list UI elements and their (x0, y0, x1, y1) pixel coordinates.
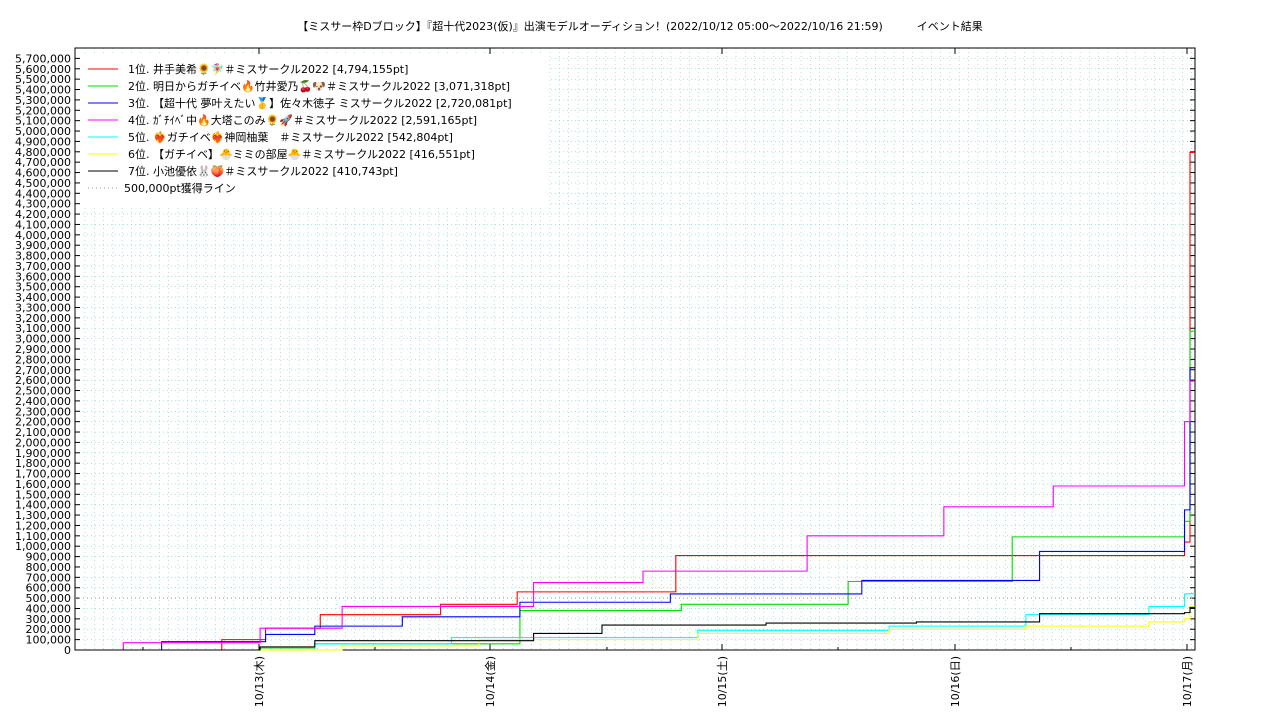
y-tick-label: 3,600,000 (15, 270, 71, 283)
series-line-2 (96, 330, 1195, 651)
y-tick-label: 5,000,000 (15, 125, 71, 138)
x-tick-label: 10/14(金) (483, 656, 497, 707)
series-line-5 (96, 593, 1195, 651)
x-tick-label: 10/16(日) (949, 656, 962, 707)
y-tick-label: 3,200,000 (15, 312, 71, 325)
y-tick-label: 1,800,000 (15, 457, 71, 470)
y-tick-label: 1,300,000 (15, 509, 71, 522)
legend-label: 7位. 小池優依🐰🍑＃ミスサークル2022 [410,743pt] (128, 164, 398, 178)
x-tick-label: 10/17(月) (1181, 656, 1194, 707)
x-tick-label: 10/13(木) (253, 656, 266, 707)
series-line-3 (96, 367, 1195, 651)
series-lines (75, 151, 1195, 651)
y-tick-label: 1,000,000 (15, 540, 71, 553)
series-line-6 (96, 606, 1195, 651)
y-tick-label: 400,000 (26, 602, 72, 615)
legend-label: 2位. 明日からガチイベ🔥竹井愛乃🍒🐶＃ミスサークル2022 [3,071,31… (128, 79, 510, 93)
y-tick-label: 5,200,000 (15, 104, 71, 117)
y-tick-label: 4,500,000 (15, 177, 71, 190)
y-tick-label: 1,100,000 (15, 530, 71, 543)
y-tick-label: 1,700,000 (15, 468, 71, 481)
y-tick-label: 5,500,000 (15, 73, 71, 86)
y-tick-label: 2,000,000 (15, 436, 71, 449)
y-tick-label: 500,000 (26, 592, 72, 605)
y-tick-label: 2,100,000 (15, 426, 71, 439)
legend-box (83, 56, 548, 206)
y-tick-label: 200,000 (26, 623, 72, 636)
y-tick-label: 2,900,000 (15, 343, 71, 356)
y-tick-label: 4,200,000 (15, 208, 71, 221)
y-tick-label: 600,000 (26, 582, 72, 595)
series-line-1 (96, 151, 1195, 651)
y-tick-label: 2,300,000 (15, 405, 71, 418)
legend-label: 6位. 【ガチイベ】🐣ミミの部屋🐣＃ミスサークル2022 [416,551pt] (128, 147, 475, 161)
y-tick-label: 1,500,000 (15, 488, 71, 501)
y-tick-label: 3,900,000 (15, 239, 71, 252)
y-tick-label: 2,600,000 (15, 374, 71, 387)
y-tick-label: 1,400,000 (15, 499, 71, 512)
y-tick-label: 2,200,000 (15, 416, 71, 429)
y-tick-label: 3,500,000 (15, 281, 71, 294)
y-tick-label: 4,400,000 (15, 187, 71, 200)
y-tick-label: 3,000,000 (15, 333, 71, 346)
y-tick-label: 0 (64, 644, 71, 657)
y-tick-label: 2,700,000 (15, 364, 71, 377)
y-tick-label: 5,400,000 (15, 84, 71, 97)
chart-title: 【ミスサー枠Dブロック】『超十代2023(仮)』出演モデルオーディション！(20… (297, 19, 983, 33)
y-tick-label: 3,800,000 (15, 250, 71, 263)
y-tick-label: 4,000,000 (15, 229, 71, 242)
y-tick-label: 4,900,000 (15, 135, 71, 148)
y-axis-ticks: 0100,000200,000300,000400,000500,000600,… (15, 52, 1195, 657)
legend-label: 5位. ❤️‍🔥ガチイベ❤️‍🔥神岡柚葉 ＃ミスサークル2022 [542,80… (128, 130, 453, 144)
y-tick-label: 100,000 (26, 634, 72, 647)
y-tick-label: 4,700,000 (15, 156, 71, 169)
y-tick-label: 2,500,000 (15, 385, 71, 398)
y-tick-label: 4,300,000 (15, 198, 71, 211)
y-tick-label: 900,000 (26, 551, 72, 564)
y-tick-label: 800,000 (26, 561, 72, 574)
y-tick-label: 5,700,000 (15, 52, 71, 65)
series-line-4 (96, 380, 1195, 651)
y-tick-label: 1,200,000 (15, 519, 71, 532)
y-tick-label: 4,100,000 (15, 218, 71, 231)
legend-label: 1位. 井手美希🌻🧚‍♀️＃ミスサークル2022 [4,794,155pt] (128, 62, 408, 76)
y-tick-label: 1,900,000 (15, 447, 71, 460)
y-tick-label: 3,400,000 (15, 291, 71, 304)
y-tick-label: 4,800,000 (15, 146, 71, 159)
x-axis-ticks: 10/13(木) 10/14(金) 10/15(土) 10/16(日) 10/17(月) (142, 48, 1194, 707)
y-tick-label: 700,000 (26, 571, 72, 584)
y-tick-label: 300,000 (26, 613, 72, 626)
y-tick-label: 3,100,000 (15, 322, 71, 335)
x-tick-label: 10/15(土) (716, 656, 729, 707)
y-tick-label: 1,600,000 (15, 478, 71, 491)
legend-label: 3位. 【超十代 夢叶えたい🥇】佐々木徳子 ミスサークル2022 [2,720,… (128, 96, 512, 110)
legend: 1位. 井手美希🌻🧚‍♀️＃ミスサークル2022 [4,794,155pt] 2位… (83, 56, 548, 206)
y-tick-label: 2,400,000 (15, 395, 71, 408)
y-tick-label: 4,600,000 (15, 167, 71, 180)
y-tick-label: 5,300,000 (15, 94, 71, 107)
legend-label: 500,000pt獲得ライン (124, 182, 236, 195)
series-line-7 (96, 606, 1195, 651)
y-tick-label: 3,700,000 (15, 260, 71, 273)
y-tick-label: 3,300,000 (15, 301, 71, 314)
y-tick-label: 2,800,000 (15, 353, 71, 366)
y-tick-label: 5,600,000 (15, 63, 71, 76)
legend-label: 4位. ｶﾞﾁｲﾍﾞ中🔥大塔このみ🌻🚀＃ミスサークル2022 [2,591,16… (128, 113, 477, 127)
y-tick-label: 5,100,000 (15, 115, 71, 128)
